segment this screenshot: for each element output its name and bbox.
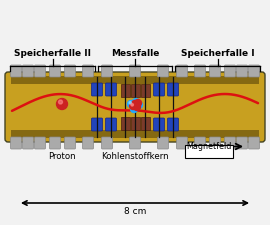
FancyBboxPatch shape bbox=[237, 65, 248, 77]
FancyBboxPatch shape bbox=[102, 65, 113, 77]
FancyBboxPatch shape bbox=[177, 137, 187, 149]
Bar bbox=[11, 76, 259, 84]
FancyBboxPatch shape bbox=[83, 137, 93, 149]
FancyBboxPatch shape bbox=[130, 65, 140, 77]
Bar bbox=[140, 117, 150, 130]
FancyBboxPatch shape bbox=[194, 137, 205, 149]
FancyBboxPatch shape bbox=[92, 118, 103, 131]
FancyBboxPatch shape bbox=[210, 137, 221, 149]
FancyBboxPatch shape bbox=[157, 137, 168, 149]
FancyBboxPatch shape bbox=[157, 65, 168, 77]
Text: Magnetfeld: Magnetfeld bbox=[186, 142, 232, 151]
Text: Proton: Proton bbox=[48, 152, 76, 161]
Circle shape bbox=[133, 104, 140, 110]
FancyBboxPatch shape bbox=[248, 137, 259, 149]
Text: Messfalle: Messfalle bbox=[111, 49, 159, 58]
FancyBboxPatch shape bbox=[194, 65, 205, 77]
Bar bbox=[130, 84, 140, 97]
Bar bbox=[130, 117, 140, 130]
FancyBboxPatch shape bbox=[11, 137, 22, 149]
FancyBboxPatch shape bbox=[154, 83, 164, 96]
Circle shape bbox=[133, 99, 140, 106]
FancyBboxPatch shape bbox=[49, 65, 60, 77]
Circle shape bbox=[130, 106, 137, 112]
FancyBboxPatch shape bbox=[102, 137, 113, 149]
FancyBboxPatch shape bbox=[5, 72, 265, 142]
FancyBboxPatch shape bbox=[237, 137, 248, 149]
Bar bbox=[11, 130, 259, 138]
FancyBboxPatch shape bbox=[65, 137, 76, 149]
Bar bbox=[140, 84, 150, 97]
Text: 8 cm: 8 cm bbox=[124, 207, 146, 216]
Circle shape bbox=[131, 101, 139, 108]
Bar bbox=[120, 117, 130, 130]
FancyBboxPatch shape bbox=[224, 65, 235, 77]
FancyBboxPatch shape bbox=[248, 65, 259, 77]
Text: Kohlenstoffkern: Kohlenstoffkern bbox=[101, 152, 169, 161]
FancyBboxPatch shape bbox=[83, 65, 93, 77]
FancyBboxPatch shape bbox=[177, 65, 187, 77]
Circle shape bbox=[56, 99, 68, 110]
FancyBboxPatch shape bbox=[22, 137, 33, 149]
Circle shape bbox=[130, 103, 137, 110]
FancyBboxPatch shape bbox=[11, 65, 22, 77]
FancyBboxPatch shape bbox=[106, 118, 116, 131]
FancyBboxPatch shape bbox=[210, 65, 221, 77]
FancyBboxPatch shape bbox=[35, 65, 46, 77]
Text: Speicherfalle I: Speicherfalle I bbox=[181, 49, 254, 58]
FancyBboxPatch shape bbox=[49, 137, 60, 149]
FancyBboxPatch shape bbox=[92, 83, 103, 96]
FancyBboxPatch shape bbox=[154, 118, 164, 131]
Bar bbox=[120, 84, 130, 97]
Circle shape bbox=[127, 101, 134, 108]
Text: Speicherfalle II: Speicherfalle II bbox=[14, 49, 91, 58]
FancyBboxPatch shape bbox=[185, 144, 233, 158]
Circle shape bbox=[59, 100, 62, 104]
FancyBboxPatch shape bbox=[35, 137, 46, 149]
FancyBboxPatch shape bbox=[167, 83, 178, 96]
FancyBboxPatch shape bbox=[130, 137, 140, 149]
FancyBboxPatch shape bbox=[22, 65, 33, 77]
Circle shape bbox=[131, 104, 133, 106]
Circle shape bbox=[134, 99, 141, 106]
FancyBboxPatch shape bbox=[65, 65, 76, 77]
Circle shape bbox=[136, 101, 143, 108]
FancyBboxPatch shape bbox=[224, 137, 235, 149]
FancyBboxPatch shape bbox=[167, 118, 178, 131]
Circle shape bbox=[129, 102, 131, 104]
FancyBboxPatch shape bbox=[106, 83, 116, 96]
